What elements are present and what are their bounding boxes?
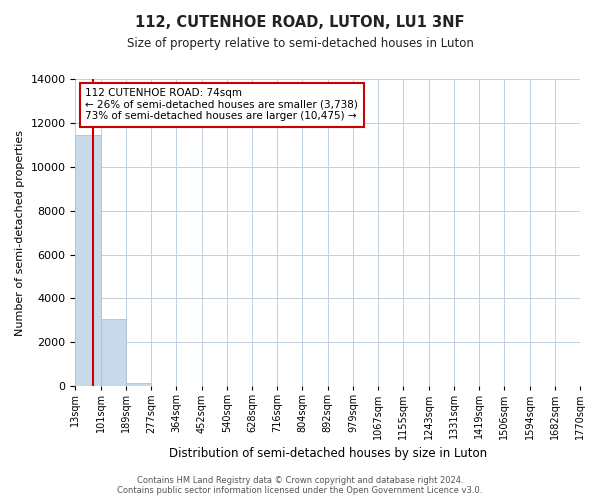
Bar xyxy=(126,383,151,386)
Text: 112, CUTENHOE ROAD, LUTON, LU1 3NF: 112, CUTENHOE ROAD, LUTON, LU1 3NF xyxy=(135,15,465,30)
Y-axis label: Number of semi-detached properties: Number of semi-detached properties xyxy=(15,130,25,336)
Text: Contains HM Land Registry data © Crown copyright and database right 2024.
Contai: Contains HM Land Registry data © Crown c… xyxy=(118,476,482,495)
Text: 112 CUTENHOE ROAD: 74sqm
← 26% of semi-detached houses are smaller (3,738)
73% o: 112 CUTENHOE ROAD: 74sqm ← 26% of semi-d… xyxy=(85,88,358,122)
X-axis label: Distribution of semi-detached houses by size in Luton: Distribution of semi-detached houses by … xyxy=(169,447,487,460)
Text: Size of property relative to semi-detached houses in Luton: Size of property relative to semi-detach… xyxy=(127,38,473,51)
Bar xyxy=(101,320,126,386)
Bar xyxy=(76,135,101,386)
